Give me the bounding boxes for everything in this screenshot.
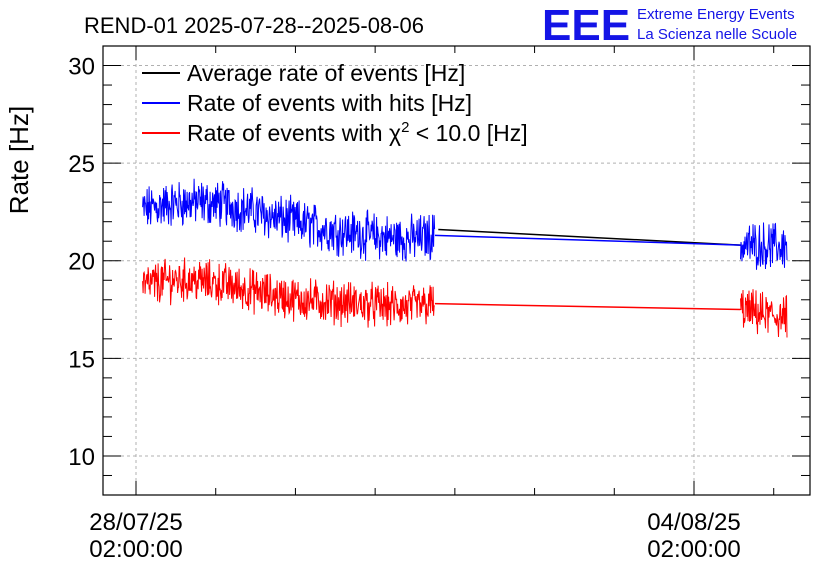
y-tick-label: 10 <box>68 444 95 471</box>
data-series <box>142 178 788 338</box>
legend-chi2-superscript: 2 <box>401 119 409 136</box>
legend-chi2-symbol: χ <box>389 120 401 146</box>
legend-label-chi2: Rate of events with χ2 < 10.0 [Hz] <box>187 119 528 146</box>
x-tick-label-time: 02:00:00 <box>89 536 182 563</box>
y-tick-label: 20 <box>68 249 95 276</box>
y-axis-label: Rate [Hz] <box>4 106 34 214</box>
axis-ticks <box>103 45 810 496</box>
series-0 <box>438 228 741 246</box>
legend-label-hits: Rate of events with hits [Hz] <box>187 90 472 116</box>
chart-title: REND-01 2025-07-28--2025-08-06 <box>84 13 424 38</box>
y-tick-labels: 10 15 20 25 30 <box>68 54 95 471</box>
gap-connector <box>434 302 741 311</box>
series-noisy-line <box>142 178 436 262</box>
eee-logo: EEE Extreme Energy Events La Scienza nel… <box>542 1 797 50</box>
grid-lines <box>103 46 810 495</box>
y-tick-label: 25 <box>68 151 95 178</box>
y-tick-label: 30 <box>68 54 95 81</box>
series-noisy-line <box>142 257 436 328</box>
series-noisy-line <box>740 222 788 270</box>
legend-label-average: Average rate of events [Hz] <box>187 60 465 86</box>
x-tick-label-date: 28/07/25 <box>89 509 182 536</box>
eee-logo-mark: EEE <box>542 1 630 50</box>
series-line <box>438 228 741 246</box>
logo-line-1: Extreme Energy Events <box>637 6 795 23</box>
x-tick-label-time: 02:00:00 <box>647 536 740 563</box>
legend: Average rate of events [Hz] Rate of even… <box>142 60 528 146</box>
series-2 <box>142 257 788 338</box>
plot-frame <box>102 45 811 496</box>
gap-connector <box>434 234 741 246</box>
x-tick-label-date: 04/08/25 <box>647 509 740 536</box>
legend-chi2-prefix: Rate of events with <box>187 120 389 146</box>
series-noisy-line <box>740 289 788 338</box>
series-1 <box>142 178 788 270</box>
legend-chi2-suffix: < 10.0 [Hz] <box>409 120 527 146</box>
logo-line-2: La Scienza nelle Scuole <box>637 26 797 43</box>
y-tick-label: 15 <box>68 346 95 373</box>
